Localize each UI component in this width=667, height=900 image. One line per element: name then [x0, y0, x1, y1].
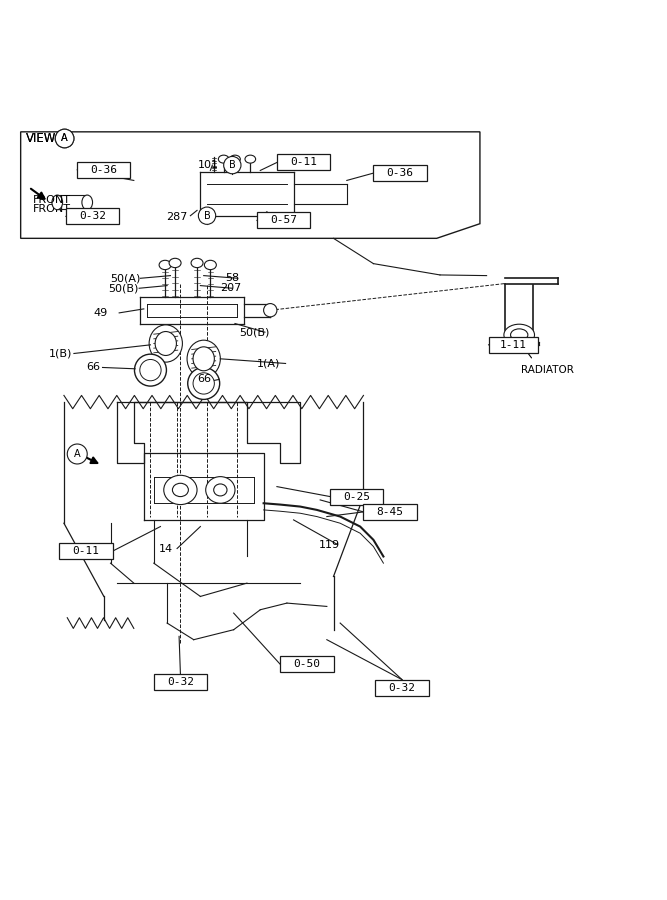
- Ellipse shape: [149, 325, 182, 362]
- Circle shape: [193, 373, 214, 394]
- Text: 14: 14: [159, 544, 173, 554]
- Ellipse shape: [164, 475, 197, 505]
- Text: A: A: [61, 133, 68, 143]
- Text: 50(B): 50(B): [239, 328, 269, 338]
- Text: 0-57: 0-57: [270, 215, 297, 225]
- Text: 1(B): 1(B): [49, 348, 72, 358]
- Polygon shape: [21, 131, 480, 239]
- Text: FRONT: FRONT: [33, 195, 71, 205]
- Text: 50(B): 50(B): [109, 284, 139, 293]
- Ellipse shape: [187, 340, 220, 377]
- Text: 1-11: 1-11: [500, 340, 527, 350]
- Ellipse shape: [52, 195, 63, 210]
- FancyBboxPatch shape: [66, 209, 119, 224]
- Ellipse shape: [82, 195, 93, 210]
- Text: 0-32: 0-32: [167, 677, 194, 687]
- Text: B: B: [229, 160, 235, 170]
- Circle shape: [198, 207, 215, 224]
- Ellipse shape: [245, 155, 255, 163]
- Text: 50(A): 50(A): [111, 274, 141, 284]
- Ellipse shape: [510, 328, 528, 341]
- Text: 66: 66: [86, 363, 100, 373]
- Text: 0-32: 0-32: [79, 212, 106, 221]
- Ellipse shape: [169, 258, 181, 267]
- FancyBboxPatch shape: [489, 337, 538, 353]
- FancyBboxPatch shape: [257, 212, 310, 229]
- Text: 1(A): 1(A): [257, 358, 280, 368]
- Text: 66: 66: [197, 374, 211, 384]
- Ellipse shape: [229, 155, 240, 163]
- Text: A: A: [74, 449, 81, 459]
- Circle shape: [55, 130, 74, 148]
- Circle shape: [187, 367, 219, 400]
- Ellipse shape: [205, 477, 235, 503]
- Ellipse shape: [263, 303, 277, 317]
- Text: RADIATOR: RADIATOR: [521, 365, 574, 375]
- Text: 119: 119: [319, 539, 340, 550]
- Text: 8-45: 8-45: [377, 507, 404, 517]
- Text: 0-11: 0-11: [290, 158, 317, 167]
- Circle shape: [67, 444, 87, 464]
- Text: VIEW: VIEW: [26, 132, 57, 145]
- Text: 49: 49: [94, 308, 108, 318]
- Text: 0-25: 0-25: [344, 491, 370, 501]
- Circle shape: [223, 157, 241, 174]
- Ellipse shape: [193, 346, 214, 371]
- Text: B: B: [203, 211, 210, 220]
- Ellipse shape: [155, 331, 176, 356]
- Ellipse shape: [213, 484, 227, 496]
- Text: 101: 101: [197, 160, 219, 170]
- Ellipse shape: [504, 324, 534, 346]
- Text: 0-36: 0-36: [90, 165, 117, 175]
- Text: 0-11: 0-11: [73, 546, 99, 556]
- FancyBboxPatch shape: [59, 544, 113, 559]
- FancyBboxPatch shape: [376, 680, 429, 696]
- Circle shape: [135, 355, 167, 386]
- Text: 58: 58: [225, 274, 240, 284]
- FancyBboxPatch shape: [364, 504, 417, 520]
- Text: FRONT: FRONT: [33, 204, 71, 214]
- Ellipse shape: [173, 483, 188, 497]
- Text: 0-50: 0-50: [293, 660, 320, 670]
- FancyBboxPatch shape: [374, 165, 427, 181]
- Text: A: A: [61, 133, 68, 143]
- FancyBboxPatch shape: [330, 489, 384, 505]
- Circle shape: [140, 359, 161, 381]
- FancyBboxPatch shape: [277, 155, 330, 170]
- Text: 207: 207: [220, 284, 241, 293]
- Text: VIEW: VIEW: [26, 132, 57, 145]
- FancyBboxPatch shape: [280, 656, 334, 672]
- Text: 0-32: 0-32: [389, 682, 416, 693]
- Ellipse shape: [191, 258, 203, 267]
- Ellipse shape: [159, 260, 171, 270]
- Text: 287: 287: [166, 212, 187, 222]
- FancyBboxPatch shape: [77, 162, 131, 178]
- Circle shape: [55, 130, 74, 148]
- Ellipse shape: [218, 155, 229, 163]
- Text: 0-36: 0-36: [387, 168, 414, 178]
- FancyBboxPatch shape: [154, 673, 207, 689]
- Ellipse shape: [204, 260, 216, 270]
